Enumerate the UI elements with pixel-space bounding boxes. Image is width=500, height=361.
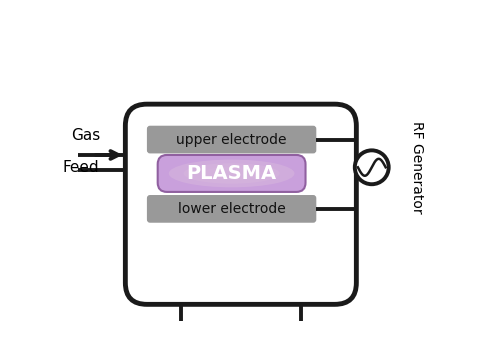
- Text: upper electrode: upper electrode: [176, 132, 287, 147]
- FancyBboxPatch shape: [158, 155, 306, 192]
- FancyBboxPatch shape: [126, 104, 356, 304]
- Text: lower electrode: lower electrode: [178, 202, 286, 216]
- Text: Feed: Feed: [62, 160, 99, 175]
- Text: RF Generator: RF Generator: [410, 121, 424, 214]
- Ellipse shape: [184, 163, 280, 184]
- Circle shape: [355, 150, 388, 184]
- FancyBboxPatch shape: [147, 126, 316, 153]
- Text: Gas: Gas: [70, 128, 100, 143]
- FancyBboxPatch shape: [147, 195, 316, 223]
- Text: PLASMA: PLASMA: [186, 164, 276, 183]
- Ellipse shape: [202, 167, 261, 180]
- Ellipse shape: [169, 160, 294, 187]
